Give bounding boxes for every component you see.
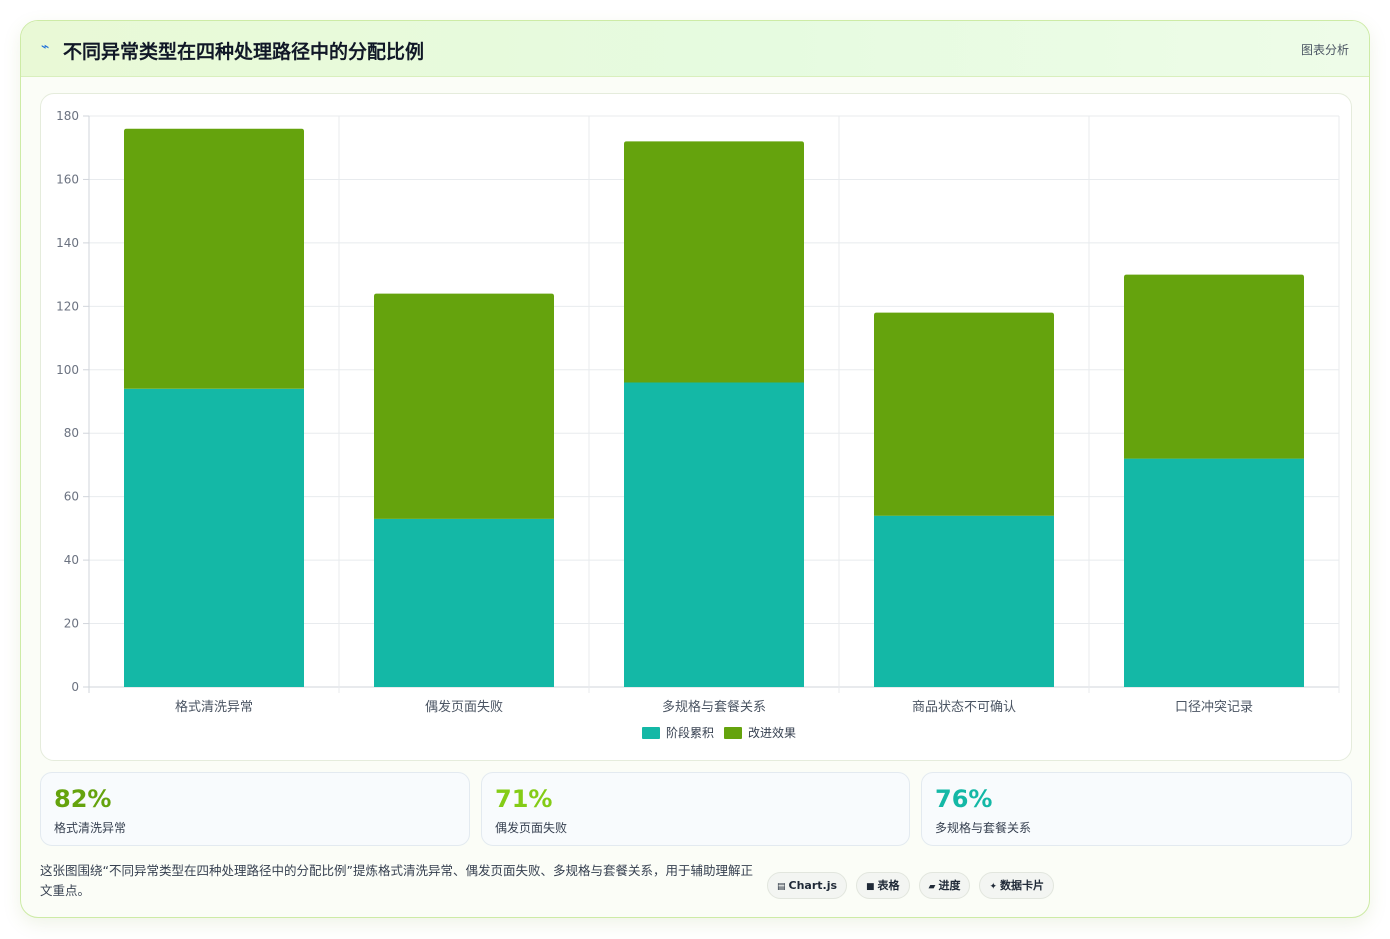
- bar-segment: [874, 312, 1054, 516]
- window-icon: ▤: [777, 882, 786, 892]
- table-icon: ■: [866, 882, 875, 892]
- y-tick-label: 20: [64, 617, 79, 631]
- progress-icon: ▰: [928, 882, 936, 892]
- stat-value: 82%: [54, 785, 112, 813]
- chip-label: 数据卡片: [1000, 879, 1045, 892]
- chart-panel: 0 20 40 60 80 100 120 140 160 180 格式清洗异常 偶发页面失败 多规格与…: [40, 93, 1352, 761]
- y-tick-label: 180: [56, 109, 79, 123]
- stat-card-3: 76% 多规格与套餐关系: [921, 772, 1352, 846]
- stat-label: 偶发页面失败: [495, 821, 568, 835]
- bar-segment: [624, 382, 804, 687]
- chip-chartjs[interactable]: ▤ Chart.js: [767, 872, 848, 899]
- tech-chips: ▤ Chart.js ■ 表格 ▰ 进度 ✦ 数据卡片: [767, 872, 1055, 899]
- stat-label: 格式清洗异常: [54, 821, 127, 835]
- legend-label: 改进效果: [748, 725, 796, 740]
- y-tick-label: 100: [56, 363, 79, 377]
- y-tick-label: 160: [56, 172, 79, 186]
- x-tick-label: 多规格与套餐关系: [662, 699, 766, 715]
- chip-data-card[interactable]: ✦ 数据卡片: [979, 872, 1055, 899]
- bar-segment: [874, 515, 1054, 687]
- bar-segment: [124, 388, 304, 687]
- chip-table[interactable]: ■ 表格: [856, 872, 910, 899]
- line-chart-icon: ⌁: [41, 39, 50, 55]
- chip-label: 进度: [938, 879, 961, 892]
- chart-description: 这张图围绕“不同异常类型在四种处理路径中的分配比例”提炼格式清洗异常、偶发页面失…: [40, 863, 753, 898]
- stat-card-1: 82% 格式清洗异常: [40, 772, 470, 846]
- bar-segment: [374, 518, 554, 687]
- y-tick-label: 40: [64, 553, 79, 567]
- legend-swatch: [724, 727, 742, 739]
- x-tick-label: 口径冲突记录: [1175, 699, 1253, 715]
- stat-label: 多规格与套餐关系: [935, 821, 1032, 835]
- stacked-bar-chart: 0 20 40 60 80 100 120 140 160 180 格式清洗异常 偶发页面失败 多规格与…: [56, 109, 1340, 740]
- stat-card-2: 71% 偶发页面失败: [481, 772, 910, 846]
- y-tick-label: 120: [56, 299, 79, 313]
- bar-segment: [624, 141, 804, 383]
- stat-value: 76%: [935, 785, 993, 813]
- bar-segment: [1124, 458, 1304, 687]
- chart-title: 不同异常类型在四种处理路径中的分配比例: [63, 41, 425, 63]
- chart-card: ⌁ 不同异常类型在四种处理路径中的分配比例 图表分析 0 20 40 60 80 100 1…: [20, 20, 1370, 918]
- bar-segment: [1124, 274, 1304, 459]
- y-tick-label: 80: [64, 426, 79, 440]
- chip-label: Chart.js: [788, 879, 838, 892]
- card-header: ⌁ 不同异常类型在四种处理路径中的分配比例 图表分析: [21, 21, 1369, 77]
- y-tick-label: 60: [64, 490, 79, 504]
- legend-label: 阶段累积: [666, 725, 714, 740]
- y-tick-label: 0: [71, 680, 79, 694]
- x-tick-label: 格式清洗异常: [175, 699, 253, 715]
- stat-value: 71%: [495, 785, 553, 813]
- chart-type-tag: 图表分析: [1300, 43, 1349, 57]
- sparkle-icon: ✦: [989, 882, 998, 892]
- x-tick-label: 商品状态不可确认: [912, 700, 1016, 715]
- bar-segment: [124, 128, 304, 389]
- x-tick-label: 偶发页面失败: [425, 699, 503, 715]
- chip-progress[interactable]: ▰ 进度: [918, 872, 971, 899]
- chip-label: 表格: [877, 879, 900, 892]
- legend-swatch: [642, 727, 660, 739]
- y-tick-label: 140: [56, 236, 79, 250]
- bar-segment: [374, 293, 554, 519]
